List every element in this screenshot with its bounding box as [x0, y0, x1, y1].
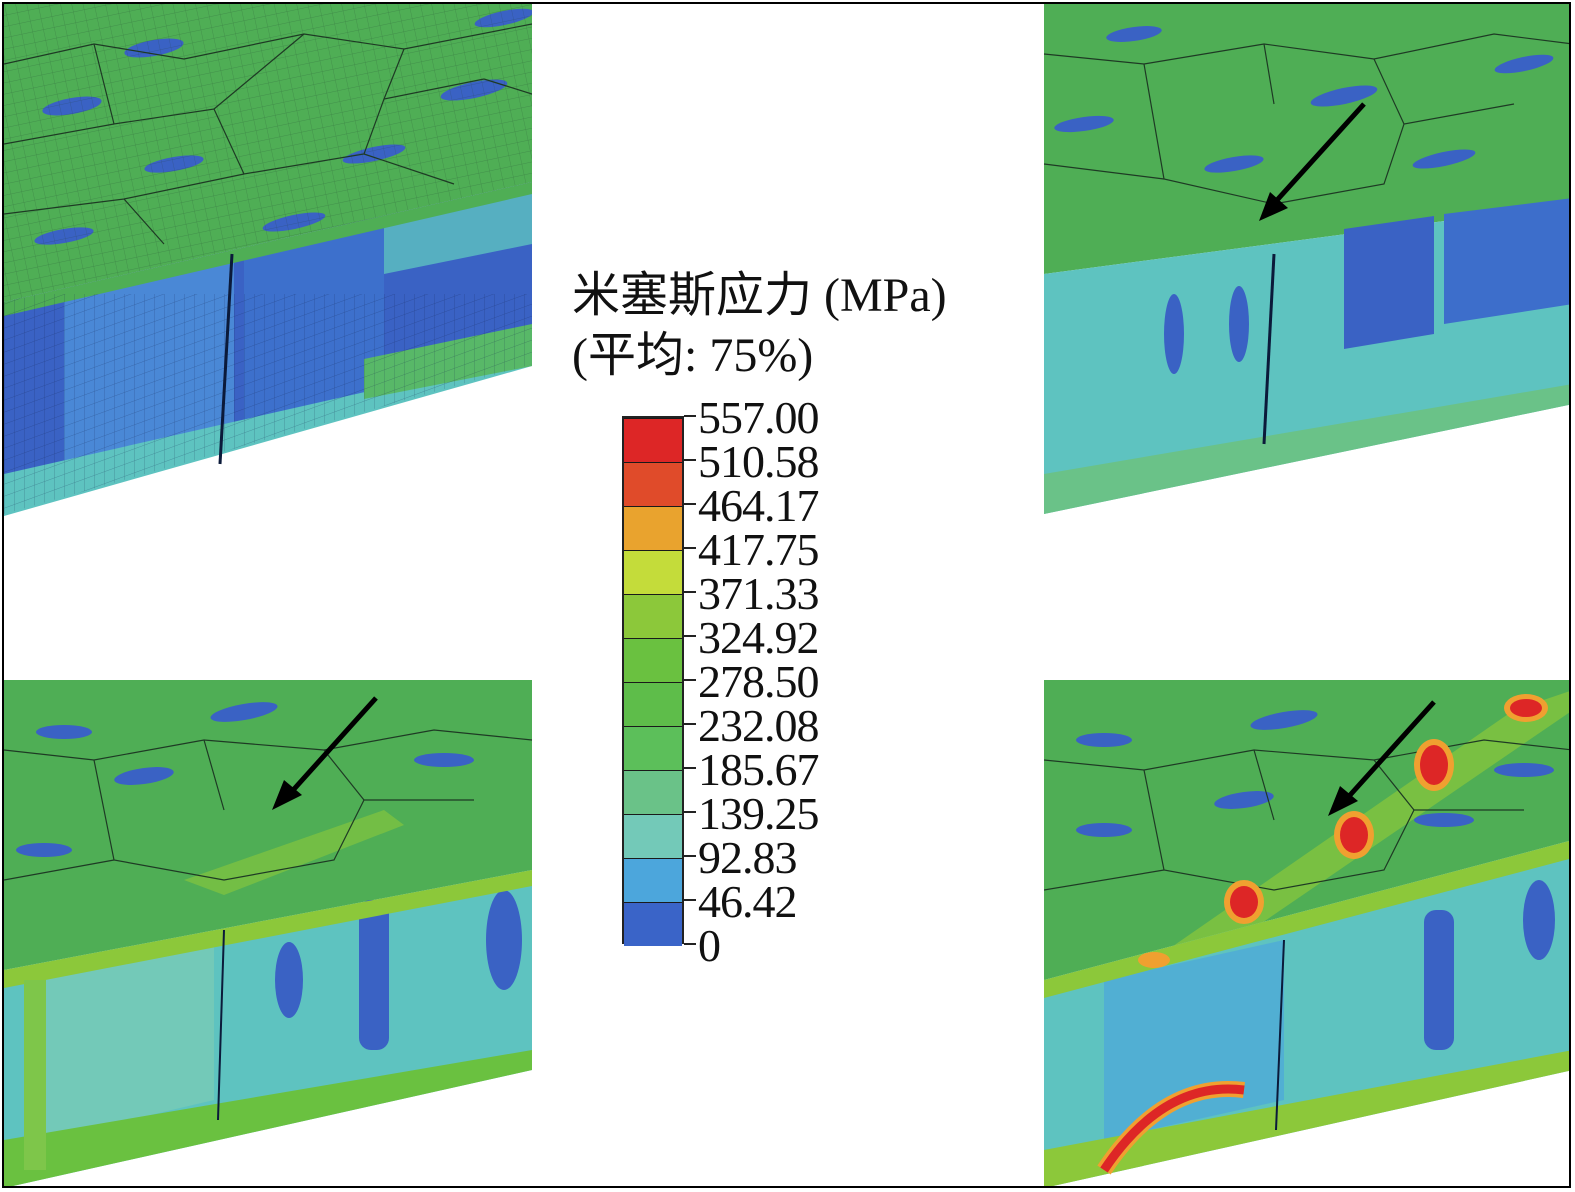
hex-edges — [1044, 33, 1569, 205]
legend-tick — [684, 415, 696, 417]
legend-tick — [684, 591, 696, 593]
legend-tick-label: 464.17 — [698, 480, 819, 531]
panel-top-right — [1044, 4, 1569, 514]
low-stress-spots — [1076, 710, 1554, 837]
low-stress-spots — [16, 702, 474, 857]
legend-swatch — [624, 550, 682, 594]
legend-swatch — [624, 770, 682, 814]
legend-title: 米塞斯应力 (MPa) — [572, 269, 947, 322]
legend-tick — [684, 503, 696, 505]
legend-swatch — [624, 814, 682, 858]
hex-edges — [1044, 739, 1569, 891]
legend-swatch — [624, 418, 682, 462]
legend-tick-label: 371.33 — [698, 568, 819, 619]
front-wall — [1044, 204, 1569, 514]
indicator-arrow — [1328, 700, 1436, 816]
legend-tick — [684, 899, 696, 901]
legend-tick-label: 232.08 — [698, 700, 819, 751]
top-surface — [1044, 4, 1569, 274]
legend-subtitle: (平均: 75%) — [572, 329, 814, 382]
legend-tick-label: 92.83 — [698, 832, 797, 883]
legend-tick-label: 324.92 — [698, 612, 819, 663]
panel-bottom-left — [4, 680, 532, 1186]
legend-swatch — [624, 858, 682, 902]
legend-tick — [684, 855, 696, 857]
indicator-arrow — [1259, 102, 1366, 221]
legend-swatch — [624, 638, 682, 682]
panel-bottom-right — [1044, 680, 1569, 1186]
legend-tick — [684, 547, 696, 549]
legend-tick — [684, 635, 696, 637]
legend-tick — [684, 767, 696, 769]
legend-tick-label: 0 — [698, 920, 721, 971]
low-stress-spots — [1054, 26, 1554, 173]
stress-hotspots — [1097, 694, 1548, 1175]
legend-color-bar — [622, 416, 684, 946]
color-legend: 米塞斯应力 (MPa) (平均: 75%) 557.00 510.58 464.17… — [572, 264, 1012, 969]
legend-tick-label: 557.00 — [698, 392, 819, 443]
legend-tick — [684, 943, 696, 945]
legend-tick-label: 417.75 — [698, 524, 819, 575]
legend-tick — [684, 723, 696, 725]
panel-top-left — [4, 4, 532, 516]
legend-swatch — [624, 682, 682, 726]
legend-tick — [684, 811, 696, 813]
legend-swatch — [624, 594, 682, 638]
legend-swatch — [624, 462, 682, 506]
legend-tick-label: 278.50 — [698, 656, 819, 707]
legend-swatch — [624, 506, 682, 550]
legend-tick — [684, 459, 696, 461]
legend-tick-label: 510.58 — [698, 436, 819, 487]
legend-swatch — [624, 726, 682, 770]
legend-tick — [684, 679, 696, 681]
legend-tick-label: 46.42 — [698, 876, 797, 927]
legend-swatch — [624, 902, 682, 946]
hex-edges — [4, 729, 532, 881]
legend-tick-label: 139.25 — [698, 788, 819, 839]
indicator-arrow — [272, 696, 378, 810]
legend-tick-label: 185.67 — [698, 744, 819, 795]
